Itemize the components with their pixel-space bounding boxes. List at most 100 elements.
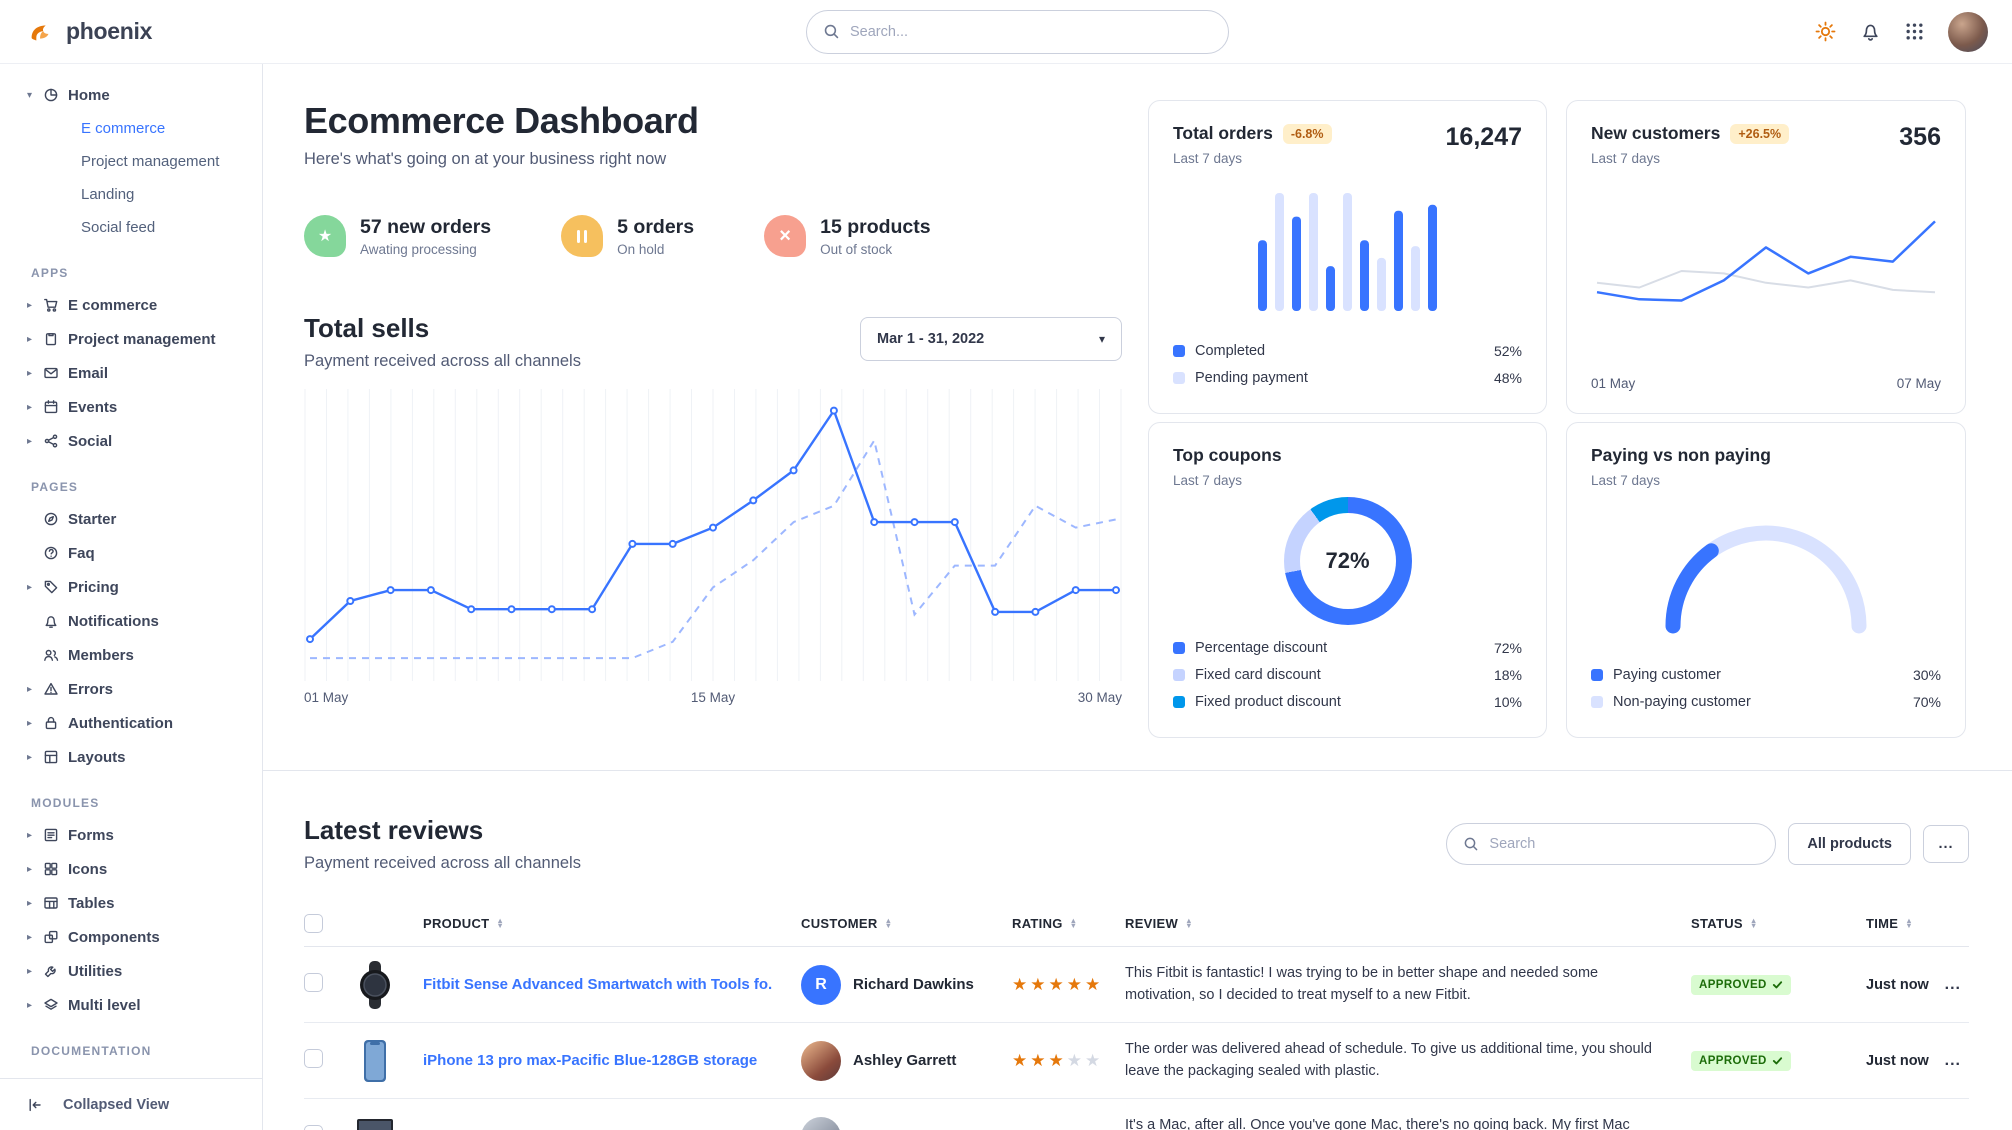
sidebar-item-forms[interactable]: ▸ Forms (27, 826, 114, 844)
clipboard-icon (43, 331, 68, 347)
search-input[interactable] (850, 23, 1212, 40)
card-period: Last 7 days (1591, 151, 1661, 166)
row-checkbox[interactable] (304, 972, 323, 992)
legend-swatch (1591, 695, 1603, 708)
customer-name: Ashley Garrett (853, 1052, 957, 1069)
sidebar-item-notifications[interactable]: Notifications (0, 604, 262, 638)
avatar (801, 1040, 841, 1081)
x-label: 30 May (1077, 690, 1122, 705)
reviews-table: PRODUCT CUSTOMER RATING REVIEW STATUS TI… (304, 901, 1969, 1130)
col-rating[interactable]: RATING (1012, 916, 1125, 931)
brand[interactable]: phoenix (26, 17, 152, 47)
table-row: iPhone 13 pro max-Pacific Blue-128GB sto… (304, 1023, 1969, 1099)
table-row: Fitbit Sense Advanced Smartwatch with To… (304, 947, 1969, 1023)
navbar: phoenix (0, 0, 2012, 64)
sidebar-item-multi-level[interactable]: ▸ Multi level (27, 996, 141, 1014)
new-customers-x-labels: 01 May 07 May (1591, 376, 1941, 391)
sidebar-subitem-project-management[interactable]: Project management (81, 153, 220, 170)
date-range-select[interactable]: Mar 1 - 31, 2022 ▾ (860, 317, 1122, 361)
cart-icon (43, 297, 68, 313)
trend-badge: +26.5% (1730, 123, 1790, 144)
review-text: It's a Mac, after all. Once you've gone … (1125, 1116, 1630, 1130)
x-label: 07 May (1896, 376, 1941, 391)
stats-row: ★ 57 new orders Awating processing 5 ord… (304, 215, 1122, 257)
donut-center-label: 72% (1325, 548, 1370, 573)
sidebar-section-pages: PAGES (31, 480, 79, 494)
legend-swatch (1173, 695, 1185, 708)
legend-row: Fixed product discount 10% (1173, 688, 1522, 715)
reviews-search[interactable] (1446, 823, 1777, 865)
apps-menu-button[interactable] (1905, 22, 1924, 41)
row-checkbox[interactable] (304, 1124, 323, 1130)
col-customer[interactable]: CUSTOMER (801, 916, 1012, 931)
caret-icon: ▸ (27, 717, 33, 729)
collapse-view-button[interactable]: Collapsed View (0, 1078, 262, 1130)
theme-toggle-button[interactable] (1815, 21, 1836, 42)
caret-icon: ▸ (27, 931, 33, 943)
status-badge: APPROVED (1691, 974, 1791, 995)
grid4-icon (43, 861, 68, 877)
main-content: Ecommerce Dashboard Here's what's going … (263, 64, 2012, 1130)
sidebar-item-authentication[interactable]: ▸ Authentication (27, 714, 173, 732)
sort-icon (1070, 919, 1078, 928)
row-checkbox[interactable] (304, 1048, 323, 1068)
row-more-button[interactable]: ... (1945, 1128, 1961, 1130)
users-icon (43, 647, 68, 663)
page-subtitle: Here's what's going on at your business … (304, 150, 667, 168)
select-all-checkbox[interactable] (304, 914, 323, 933)
avatar: R (801, 964, 841, 1005)
sidebar-item-email[interactable]: ▸ Email (27, 364, 109, 382)
date-range-value: Mar 1 - 31, 2022 (877, 331, 985, 347)
all-products-button[interactable]: All products (1788, 823, 1911, 865)
row-more-button[interactable]: ... (1944, 975, 1961, 993)
sidebar-subitem-e-commerce[interactable]: E commerce (81, 120, 166, 137)
card-paying-vs-non-paying: Paying vs non paying Last 7 days Paying … (1566, 422, 1966, 738)
product-link[interactable]: iPhone 13 pro max-Pacific Blue-128GB sto… (423, 1052, 758, 1069)
sidebar-item-starter[interactable]: Starter (0, 502, 262, 536)
sidebar-item-events[interactable]: ▸ Events (27, 398, 118, 416)
product-image-laptop (349, 1111, 401, 1130)
legend-swatch (1591, 668, 1603, 681)
rating-stars: ★★★★★ (1012, 1050, 1104, 1070)
x-label: 01 May (304, 690, 349, 705)
reviews-search-input[interactable] (1489, 836, 1760, 852)
sidebar-item-pricing[interactable]: ▸ Pricing (27, 578, 119, 596)
col-product[interactable]: PRODUCT (349, 916, 801, 931)
review-time: Just now (1866, 1052, 1929, 1069)
sidebar-subitem-landing[interactable]: Landing (81, 186, 135, 203)
reviews-more-button[interactable]: ... (1923, 825, 1969, 863)
legend-row: Non-paying customer 70% (1591, 688, 1941, 715)
alert-icon (43, 681, 68, 697)
user-avatar[interactable] (1948, 11, 1988, 52)
sidebar-item-home[interactable]: ▾ Home (27, 86, 110, 104)
collapse-view-label: Collapsed View (63, 1096, 170, 1113)
sidebar-item-social[interactable]: ▸ Social (27, 432, 113, 450)
row-more-button[interactable]: ... (1944, 1051, 1961, 1069)
sidebar-item-errors[interactable]: ▸ Errors (27, 680, 114, 698)
sidebar-item-utilities[interactable]: ▸ Utilities (27, 962, 123, 980)
paying-gauge-chart (1591, 488, 1941, 661)
col-status[interactable]: STATUS (1691, 916, 1866, 931)
sidebar-subitem-social-feed[interactable]: Social feed (81, 219, 156, 236)
sidebar-item-components[interactable]: ▸ Components (27, 928, 160, 946)
sidebar-item-faq[interactable]: Faq (0, 536, 262, 570)
new-customers-chart (1591, 166, 1941, 376)
sidebar-item-members[interactable]: Members (0, 638, 262, 672)
caret-icon: ▸ (27, 897, 33, 909)
coupons-donut-chart: 72% (1283, 497, 1412, 625)
col-time[interactable]: TIME (1866, 916, 1969, 931)
notifications-button[interactable] (1860, 21, 1881, 42)
sidebar-item-icons[interactable]: ▸ Icons (27, 860, 108, 878)
product-link[interactable]: Fitbit Sense Advanced Smartwatch with To… (423, 976, 773, 993)
brand-name: phoenix (66, 18, 153, 44)
stat-on-hold: 5 orders On hold (561, 215, 694, 257)
navbar-actions (1815, 11, 1988, 52)
sidebar-item-layouts[interactable]: ▸ Layouts (27, 748, 126, 766)
legend-row: Completed 52% (1173, 337, 1522, 364)
col-review[interactable]: REVIEW (1125, 916, 1691, 931)
sidebar-item-e-commerce[interactable]: ▸ E commerce (27, 296, 158, 314)
sidebar-item-tables[interactable]: ▸ Tables (27, 894, 115, 912)
paying-legend: Paying customer 30% Non-paying customer 70… (1591, 661, 1941, 715)
global-search[interactable] (806, 9, 1229, 54)
sidebar-item-project-management[interactable]: ▸ Project management (27, 330, 216, 348)
